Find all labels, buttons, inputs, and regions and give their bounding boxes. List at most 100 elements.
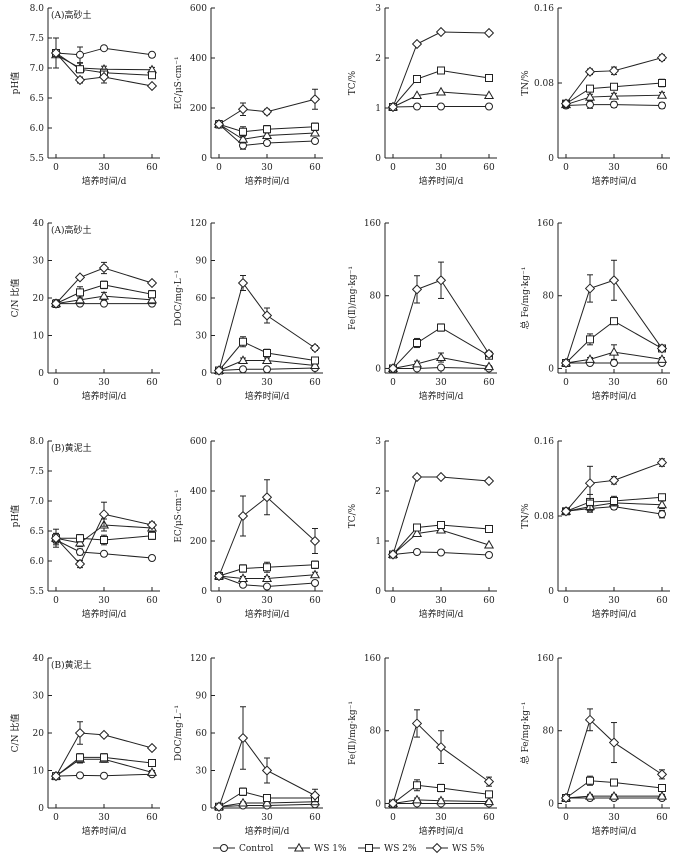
data-point — [309, 790, 321, 801]
y-tick-label: 90 — [196, 692, 208, 702]
series-line — [55, 284, 153, 305]
data-point — [239, 564, 247, 573]
data-point — [148, 290, 156, 299]
data-point — [261, 765, 273, 776]
y-tick-label: 80 — [370, 727, 382, 737]
data-point — [263, 582, 271, 591]
series-line — [218, 575, 316, 588]
series-ws5 — [560, 259, 668, 369]
series-line — [218, 803, 316, 808]
x-tick-label: 30 — [98, 596, 110, 606]
data-point — [586, 84, 594, 93]
series-ws5 — [50, 501, 158, 570]
x-tick-label: 30 — [261, 813, 273, 823]
data-point — [411, 90, 423, 99]
y-tick-label: 0 — [38, 804, 44, 814]
data-point — [608, 275, 620, 286]
y-tick-label: 200 — [190, 537, 207, 547]
data-point — [263, 125, 271, 134]
series-ws5 — [387, 26, 495, 113]
x-tick-label: 60 — [656, 163, 668, 173]
y-tick-label: 2 — [375, 487, 381, 497]
y-tick-label: 0.08 — [534, 512, 554, 522]
data-point — [437, 323, 445, 332]
data-point — [435, 275, 447, 286]
data-point — [435, 352, 447, 362]
data-point — [50, 533, 62, 544]
x-axis-label: 培养时间/d — [245, 825, 290, 837]
series-line — [218, 791, 315, 808]
data-point — [411, 284, 423, 295]
data-point — [311, 356, 319, 365]
x-tick-label: 0 — [216, 596, 222, 606]
data-point — [584, 354, 596, 363]
data-point — [50, 298, 62, 309]
data-point — [413, 548, 421, 556]
y-axis-label: DOC/mg·L⁻¹ — [174, 705, 184, 761]
y-tick-label: 8.0 — [30, 437, 45, 447]
data-point — [261, 106, 273, 117]
x-tick-label: 0 — [216, 163, 222, 173]
data-point — [560, 357, 572, 369]
data-point — [485, 525, 493, 533]
data-point — [237, 573, 249, 582]
x-axis-label: 培养时间/d — [592, 175, 637, 187]
x-tick-label: 0 — [563, 813, 569, 823]
data-point — [237, 104, 249, 115]
data-point — [387, 549, 399, 560]
chart-b-cn: 0 10 20 30 40 0 30 60 培养时间/d C/N 比值 (B)黄泥土 — [9, 654, 160, 837]
data-point — [586, 100, 594, 109]
series-line — [565, 351, 663, 364]
data-point — [437, 548, 445, 557]
series-line — [392, 69, 490, 108]
data-point — [485, 102, 493, 111]
y-tick-label: 0 — [548, 587, 554, 597]
data-point — [213, 119, 225, 130]
data-point — [146, 294, 158, 304]
y-axis-label: TN/% — [521, 70, 531, 96]
data-point — [311, 122, 319, 131]
series-line — [55, 758, 153, 777]
y-tick-label: 0 — [201, 804, 207, 814]
legend-item-ws1: WS 1% — [288, 842, 347, 854]
data-point — [76, 65, 84, 74]
series-ws5 — [213, 88, 321, 130]
y-tick-label: 120 — [190, 219, 207, 229]
x-tick-label: 60 — [309, 378, 321, 388]
data-point — [483, 361, 495, 371]
x-axis-label: 培养时间/d — [592, 608, 637, 620]
panel-title: (B)黄泥土 — [51, 442, 92, 454]
x-tick-label: 0 — [53, 596, 59, 606]
series-control — [562, 359, 666, 367]
data-point — [50, 47, 62, 59]
y-axis-label: 总 Fe/mg·kg⁻¹ — [519, 267, 531, 330]
data-point — [76, 548, 84, 556]
y-tick-label: 0.16 — [534, 437, 554, 447]
data-point — [148, 71, 156, 80]
data-point — [74, 272, 86, 283]
data-point — [148, 554, 156, 562]
series-control — [52, 770, 156, 781]
series-line — [392, 722, 490, 804]
series-line — [218, 496, 316, 577]
data-point — [239, 787, 247, 796]
legend-item-ws5: WS 5% — [426, 842, 485, 854]
legend: Control WS 1% WS 2% WS 5% — [213, 842, 485, 854]
series-line — [392, 524, 490, 555]
series-line — [218, 123, 316, 147]
series-ws1 — [560, 790, 668, 802]
series-line — [218, 98, 316, 125]
x-tick-label: 60 — [483, 596, 495, 606]
data-point — [76, 771, 84, 780]
y-tick-label: 30 — [33, 692, 45, 702]
data-point — [656, 769, 668, 780]
series-line — [392, 31, 490, 108]
series-line — [565, 279, 663, 364]
y-tick-label: 6.5 — [30, 94, 45, 104]
chart-a-ec: 0 200 400 600 0 30 60 培养时间/d EC/μS·cm⁻¹ — [174, 4, 323, 187]
data-point — [413, 102, 421, 111]
data-point — [411, 794, 423, 804]
y-axis-label: DOC/mg·L⁻¹ — [174, 270, 184, 326]
